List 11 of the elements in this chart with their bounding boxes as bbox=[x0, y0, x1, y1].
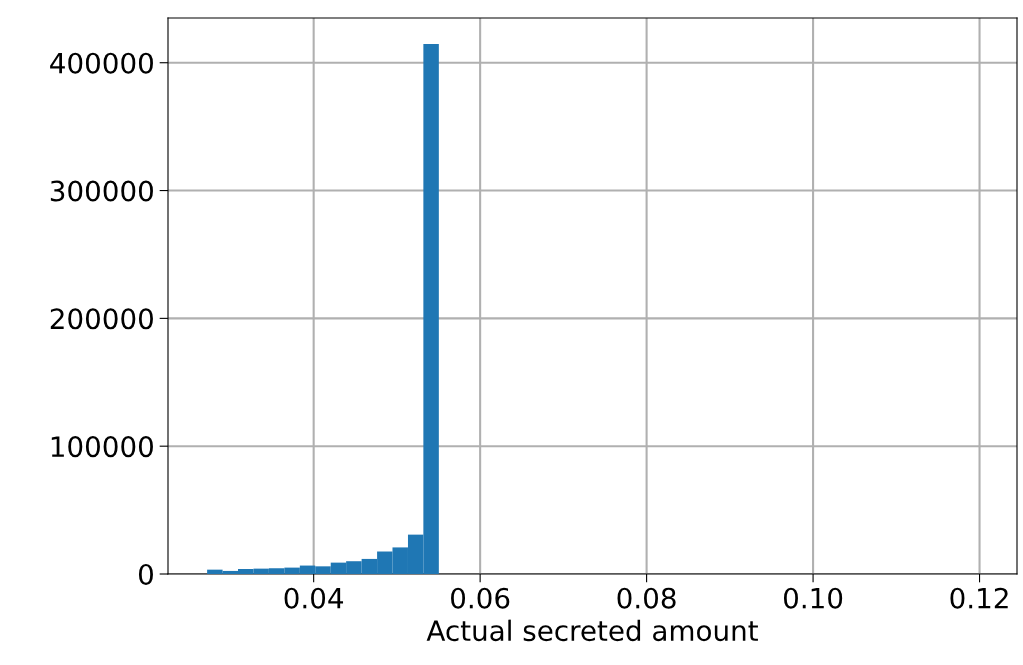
x-tick-label: 0.08 bbox=[617, 587, 676, 609]
y-tick-label: 200000 bbox=[50, 308, 153, 330]
x-tick-label: 0.12 bbox=[950, 587, 1008, 609]
x-tick-label: 0.06 bbox=[451, 587, 510, 609]
y-tick-label: 300000 bbox=[50, 180, 153, 202]
y-tick-label: 0 bbox=[138, 563, 153, 585]
y-tick-label: 400000 bbox=[50, 52, 153, 74]
x-tick-label: 0.10 bbox=[783, 587, 843, 609]
x-axis-title: Actual secreted amount bbox=[426, 619, 758, 642]
x-tick-label: 0.04 bbox=[284, 587, 344, 609]
y-tick-label: 100000 bbox=[51, 436, 153, 458]
